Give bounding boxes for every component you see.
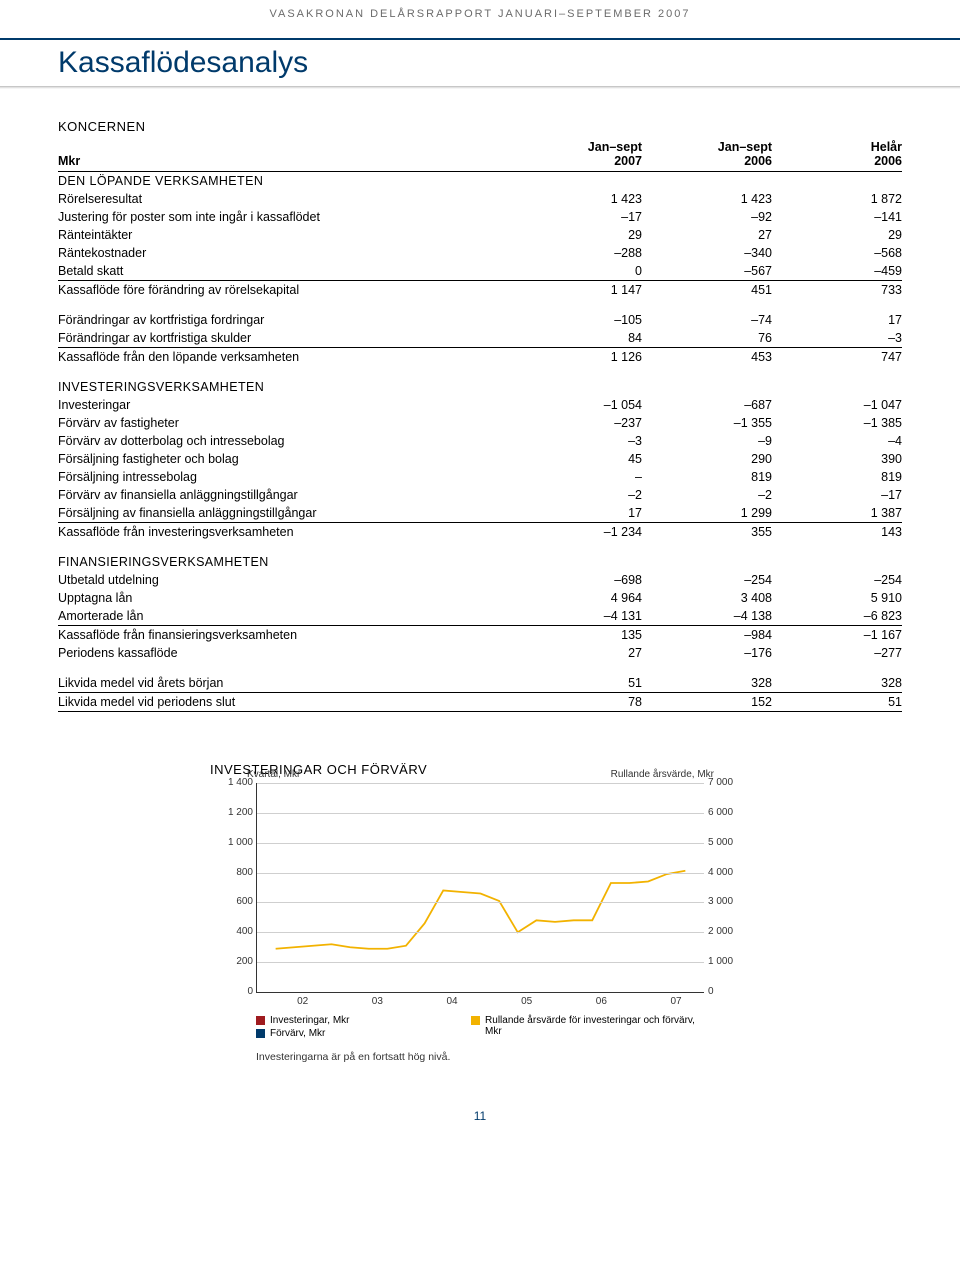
right-axis-title: Rullande årsvärde, Mkr xyxy=(611,769,714,780)
legend-label: Rullande årsvärde för investeringar och … xyxy=(485,1015,704,1037)
page-title: Kassaflödesanalys xyxy=(58,46,960,80)
x-tick: 07 xyxy=(670,996,681,1007)
section-heading: DEN LÖPANDE VERKSAMHETEN xyxy=(58,172,902,191)
table-row: Kassaflöde före förändring av rörelsekap… xyxy=(58,281,902,300)
y-right-tick: 0 xyxy=(708,986,750,997)
table-row: Förvärv av finansiella anläggningstillgå… xyxy=(58,486,902,504)
y-left-tick: 800 xyxy=(211,867,253,878)
table-row: Likvida medel vid periodens slut7815251 xyxy=(58,693,902,712)
y-right-tick: 3 000 xyxy=(708,896,750,907)
y-right-tick: 5 000 xyxy=(708,837,750,848)
x-tick: 03 xyxy=(372,996,383,1007)
y-left-tick: 1 000 xyxy=(211,837,253,848)
group-label: KONCERNEN xyxy=(58,119,902,134)
chart-block: INVESTERINGAR OCH FÖRVÄRV Kvartal, Mkr R… xyxy=(210,762,750,1063)
col-label: Mkr xyxy=(58,138,512,172)
y-right-tick: 4 000 xyxy=(708,867,750,878)
section-heading: FINANSIERINGSVERKSAMHETEN xyxy=(58,553,902,571)
legend-label: Investeringar, Mkr xyxy=(270,1015,349,1026)
y-right-tick: 1 000 xyxy=(708,956,750,967)
table-row: Upptagna lån4 9643 4085 910 xyxy=(58,589,902,607)
cashflow-table: Mkr Jan–sept 2007 Jan–sept 2006 Helår 20… xyxy=(58,138,902,712)
x-tick: 06 xyxy=(596,996,607,1007)
legend-forvarv: Förvärv, Mkr xyxy=(256,1028,349,1039)
table-row: Ränteintäkter292729 xyxy=(58,226,902,244)
col-fy2006: Helår 2006 xyxy=(772,138,902,172)
table-row: Rörelseresultat1 4231 4231 872 xyxy=(58,190,902,208)
y-left-tick: 400 xyxy=(211,926,253,937)
swatch-forvarv xyxy=(256,1029,265,1038)
table-row: Förändringar av kortfristiga fordringar–… xyxy=(58,311,902,329)
x-tick: 04 xyxy=(446,996,457,1007)
table-row: Förvärv av dotterbolag och intressebolag… xyxy=(58,432,902,450)
swatch-invest xyxy=(256,1016,265,1025)
y-left-tick: 0 xyxy=(211,986,253,997)
chart-legend: Investeringar, Mkr Förvärv, Mkr Rullande… xyxy=(256,1015,704,1041)
table-row: Försäljning av finansiella anläggningsti… xyxy=(58,504,902,523)
table-row: Likvida medel vid årets början51328328 xyxy=(58,674,902,693)
y-left-tick: 1 200 xyxy=(211,807,253,818)
swatch-line xyxy=(471,1016,480,1025)
table-row: Betald skatt0–567–459 xyxy=(58,262,902,281)
table-row: Försäljning intressebolag–819819 xyxy=(58,468,902,486)
table-row: Kassaflöde från finansieringsverksamhete… xyxy=(58,626,902,645)
table-header-row: Mkr Jan–sept 2007 Jan–sept 2006 Helår 20… xyxy=(58,138,902,172)
title-bar: Kassaflödesanalys xyxy=(0,38,960,87)
legend-invest: Investeringar, Mkr xyxy=(256,1015,349,1026)
page-number: 11 xyxy=(0,1109,960,1143)
rolling-line xyxy=(257,783,704,992)
table-row: Kassaflöde från den löpande verksamheten… xyxy=(58,348,902,367)
y-left-tick: 200 xyxy=(211,956,253,967)
table-row: Försäljning fastigheter och bolag4529039… xyxy=(58,450,902,468)
bar-chart: Kvartal, Mkr Rullande årsvärde, Mkr 0200… xyxy=(256,783,704,993)
col-2007: Jan–sept 2007 xyxy=(512,138,642,172)
y-left-tick: 600 xyxy=(211,896,253,907)
table-row: Amorterade lån–4 131–4 138–6 823 xyxy=(58,607,902,626)
col-2006: Jan–sept 2006 xyxy=(642,138,772,172)
chart-caption: Investeringarna är på en fortsatt hög ni… xyxy=(256,1051,704,1063)
x-axis-labels: 02 03 04 05 06 07 xyxy=(256,993,704,1009)
y-right-tick: 6 000 xyxy=(708,807,750,818)
table-row: Justering för poster som inte ingår i ka… xyxy=(58,208,902,226)
y-right-tick: 2 000 xyxy=(708,926,750,937)
table-row: Förändringar av kortfristiga skulder8476… xyxy=(58,329,902,348)
section-heading: INVESTERINGSVERKSAMHETEN xyxy=(58,378,902,396)
table-row: Periodens kassaflöde27–176–277 xyxy=(58,644,902,662)
table-row: Räntekostnader–288–340–568 xyxy=(58,244,902,262)
table-row: Kassaflöde från investeringsverksamheten… xyxy=(58,523,902,542)
table-row: Investeringar–1 054–687–1 047 xyxy=(58,396,902,414)
table-row: Förvärv av fastigheter–237–1 355–1 385 xyxy=(58,414,902,432)
legend-label: Förvärv, Mkr xyxy=(270,1028,325,1039)
x-tick: 02 xyxy=(297,996,308,1007)
y-right-tick: 7 000 xyxy=(708,777,750,788)
x-tick: 05 xyxy=(521,996,532,1007)
y-left-tick: 1 400 xyxy=(211,777,253,788)
table-row: Utbetald utdelning–698–254–254 xyxy=(58,571,902,589)
running-header: VASAKRONAN DELÅRSRAPPORT JANUARI–SEPTEMB… xyxy=(0,0,960,38)
left-axis-title: Kvartal, Mkr xyxy=(247,769,300,780)
legend-rolling: Rullande årsvärde för investeringar och … xyxy=(471,1015,704,1037)
